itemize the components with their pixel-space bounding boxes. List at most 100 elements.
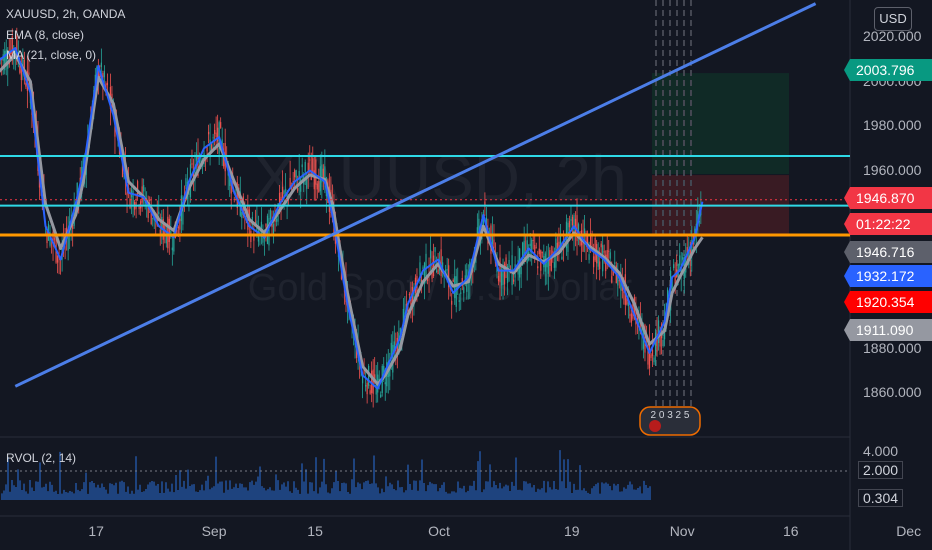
candle-body <box>1 59 3 61</box>
candle-body <box>306 177 308 189</box>
candle-body <box>635 305 637 325</box>
candle-body <box>638 316 640 326</box>
candle-body <box>552 250 554 255</box>
candle-body <box>168 218 170 242</box>
candle-body <box>368 365 370 386</box>
time-axis-label: Dec <box>896 523 922 539</box>
candle-body <box>586 235 589 246</box>
candle-body <box>407 306 409 314</box>
candle-body <box>537 266 539 269</box>
rvol-axis-tick: 4.000 <box>863 443 899 459</box>
candle-body <box>505 257 507 268</box>
candle-body <box>434 247 436 252</box>
candle-body <box>458 300 460 302</box>
candle-body <box>576 215 578 242</box>
candle-body <box>413 287 415 306</box>
candle-body <box>535 247 537 249</box>
candle-body <box>298 170 300 180</box>
candle-body <box>372 369 374 394</box>
candle-body <box>378 378 380 381</box>
candle-body <box>574 218 577 233</box>
candle-body <box>583 228 586 235</box>
candle-body <box>165 235 167 244</box>
candle-body <box>52 232 54 245</box>
candle-body <box>556 242 558 251</box>
candle-body <box>28 72 30 75</box>
candle-body <box>573 215 575 235</box>
candle-body <box>445 269 447 275</box>
last-price-tag: 1946.870 <box>844 187 932 209</box>
candle-body <box>660 324 663 339</box>
candle-body <box>641 325 643 336</box>
price-axis-tick: 1880.000 <box>863 339 922 356</box>
candle-body <box>650 354 652 358</box>
candle-body <box>392 344 394 373</box>
candle-body <box>371 370 373 393</box>
time-axis-label: Sep <box>201 523 227 539</box>
candle-body <box>158 211 160 214</box>
candle-body <box>272 224 275 235</box>
candle-body <box>603 251 605 253</box>
candle-body <box>283 190 285 195</box>
candle-body <box>673 264 675 269</box>
rvol-axis-tick: 2.000 <box>858 461 904 479</box>
candle-body <box>309 159 311 161</box>
ma-line <box>0 53 704 386</box>
currency-button[interactable]: USD <box>874 7 912 31</box>
candle-body <box>534 245 536 254</box>
candle-body <box>399 328 401 334</box>
rvol-legend: RVOL (2, 14) <box>6 451 77 465</box>
candle-body <box>322 168 324 180</box>
candle-body <box>362 375 364 384</box>
candle-body <box>230 181 232 194</box>
candle-body <box>152 217 154 219</box>
candle-body <box>126 192 128 196</box>
event-badge-label: 2 0 3 2 5 <box>651 410 690 421</box>
candle-body <box>398 333 400 355</box>
candle-body <box>217 127 219 142</box>
candle-body <box>629 314 631 316</box>
candle-body <box>318 181 320 193</box>
candle-body <box>294 170 296 178</box>
profit-zone <box>652 73 789 175</box>
candle-body <box>674 272 676 290</box>
candle-body <box>561 256 563 260</box>
candle-body <box>491 233 494 245</box>
candle-body <box>171 247 173 251</box>
ema-value-tag: 1932.172 <box>844 265 932 287</box>
candle-body <box>651 349 654 356</box>
candle-body <box>212 137 214 139</box>
candle-body <box>567 222 569 252</box>
candle-body <box>19 65 21 73</box>
candle-body <box>179 218 181 230</box>
candle-body <box>423 262 426 284</box>
candle-body <box>419 262 421 281</box>
candle-body <box>321 164 323 183</box>
candle-body <box>304 161 306 172</box>
candle-body <box>691 243 693 257</box>
candle-body <box>484 201 486 206</box>
candle-body <box>493 239 495 248</box>
candle-body <box>233 198 235 200</box>
candle-body <box>682 257 684 260</box>
candle-body <box>144 201 146 205</box>
candle-body <box>149 199 151 201</box>
countdown-tag: 01:22:22 <box>844 213 932 235</box>
candle-body <box>236 182 238 208</box>
candle-body <box>452 279 454 282</box>
candle-body <box>605 254 607 272</box>
candle-body <box>182 197 184 225</box>
time-axis-label: 16 <box>782 523 799 539</box>
candle-body <box>463 287 465 294</box>
candle-body <box>614 262 616 264</box>
candle-body <box>500 269 503 286</box>
candle-body <box>53 238 56 240</box>
candle-body <box>546 259 548 268</box>
candle-body <box>315 159 317 185</box>
candle-body <box>16 36 18 61</box>
candle-body <box>593 256 595 268</box>
candle-body <box>223 157 225 167</box>
candle-body <box>440 249 442 276</box>
candle-body <box>254 222 256 224</box>
